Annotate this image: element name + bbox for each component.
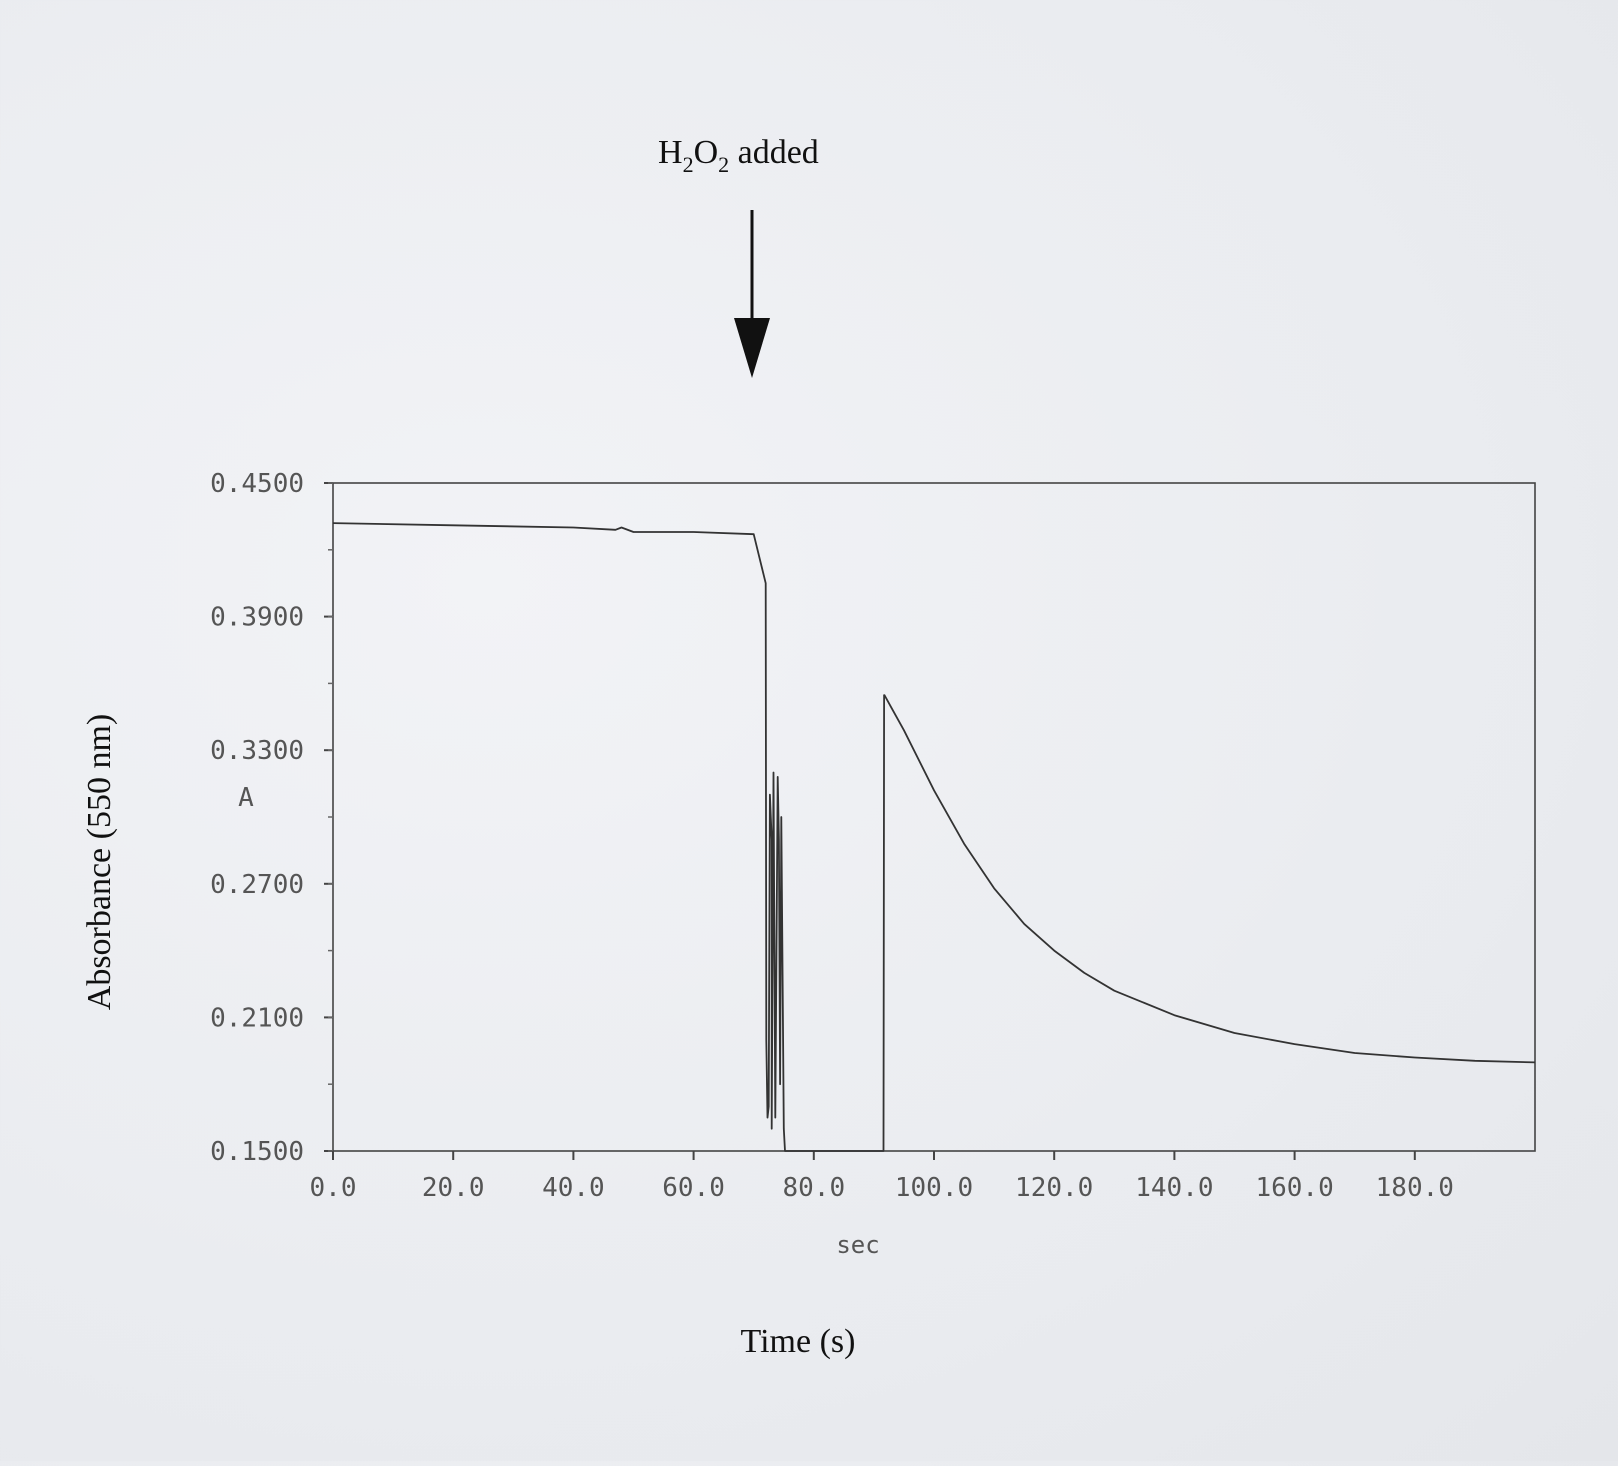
x-tick-label-4: 80.0 xyxy=(782,1173,845,1203)
y-tick-label-4: 0.2100 xyxy=(210,1003,304,1033)
x-tick-label-7: 140.0 xyxy=(1135,1173,1213,1203)
annotation-sub2: 2 xyxy=(718,152,729,177)
h2o2-added-annotation: H2O2 added xyxy=(658,134,819,177)
y-tick-label-1: 0.3900 xyxy=(210,603,304,633)
y-axis-title: Absorbance (550 nm) xyxy=(81,714,118,1010)
x-tick-label-6: 120.0 xyxy=(1015,1173,1093,1203)
annotation-tail: added xyxy=(729,134,819,171)
y-tick-label-2: 0.3300 xyxy=(210,736,304,766)
annotation-h: H xyxy=(658,134,683,171)
x-tick-label-3: 60.0 xyxy=(662,1173,725,1203)
x-tick-label-1: 20.0 xyxy=(422,1173,485,1203)
x-tick-label-0: 0.0 xyxy=(310,1173,357,1203)
y-tick-label-0: 0.4500 xyxy=(210,469,304,499)
plot-frame xyxy=(332,482,1536,1152)
instrument-y-unit: A xyxy=(238,783,254,813)
y-tick-label-5: 0.1500 xyxy=(210,1137,304,1167)
annotation-o: O xyxy=(694,134,719,171)
x-axis-title: Time (s) xyxy=(741,1323,856,1360)
x-tick-label-8: 160.0 xyxy=(1255,1173,1333,1203)
instrument-x-unit: sec xyxy=(836,1231,879,1259)
series-line-1 xyxy=(883,694,1536,1064)
series-line-0 xyxy=(332,522,885,1152)
data-series xyxy=(332,522,1536,1152)
x-tick-label-5: 100.0 xyxy=(895,1173,973,1203)
y-tick-label-3: 0.2700 xyxy=(210,870,304,900)
x-tick-label-9: 180.0 xyxy=(1376,1173,1454,1203)
x-tick-label-2: 40.0 xyxy=(542,1173,605,1203)
annotation-sub1: 2 xyxy=(683,152,694,177)
plot-border xyxy=(332,482,1536,1152)
annotation-arrowhead xyxy=(734,318,770,378)
